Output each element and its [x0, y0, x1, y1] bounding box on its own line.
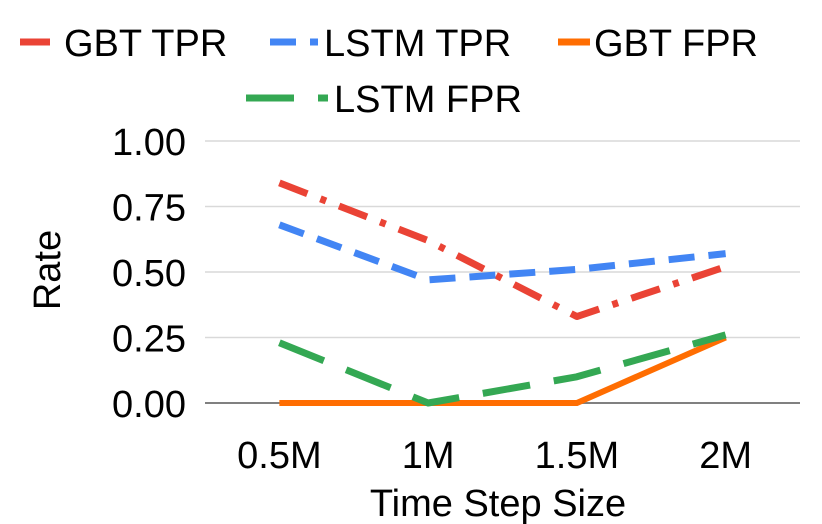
- x-axis-title: Time Step Size: [370, 483, 626, 524]
- legend-label-lstm-tpr: LSTM TPR: [324, 23, 511, 65]
- series-line-gbt-tpr: [278, 179, 727, 321]
- legend: GBT TPR LSTM TPR GBT FPR LSTM FPR: [20, 23, 758, 121]
- y-tick-label: 0.00: [112, 384, 186, 426]
- legend-label-gbt-fpr: GBT FPR: [594, 23, 758, 65]
- x-axis-ticks: 0.5M 1M 1.5M 2M: [237, 435, 752, 477]
- series-line-lstm-tpr: [278, 221, 726, 284]
- series-lines: [278, 179, 727, 407]
- legend-item-gbt-fpr: GBT FPR: [558, 23, 758, 65]
- x-tick-label: 0.5M: [237, 435, 321, 477]
- y-axis-title: Rate: [27, 230, 69, 310]
- x-tick-label: 2M: [699, 435, 752, 477]
- y-tick-label: 1.00: [112, 122, 186, 164]
- y-tick-label: 0.50: [112, 253, 186, 295]
- x-tick-label: 1.5M: [535, 435, 619, 477]
- legend-label-gbt-tpr: GBT TPR: [64, 23, 227, 65]
- x-tick-label: 1M: [402, 435, 455, 477]
- series-line-lstm-fpr: [278, 331, 727, 407]
- legend-label-lstm-fpr: LSTM FPR: [334, 79, 522, 121]
- y-tick-label: 0.25: [112, 319, 186, 361]
- series-line-gbt-fpr: [279, 334, 727, 406]
- legend-item-lstm-tpr: LSTM TPR: [270, 23, 511, 65]
- y-axis-ticks: 0.00 0.25 0.50 0.75 1.00: [112, 122, 186, 426]
- legend-item-lstm-fpr: LSTM FPR: [246, 79, 522, 121]
- legend-item-gbt-tpr: GBT TPR: [20, 23, 227, 65]
- y-tick-label: 0.75: [112, 188, 186, 230]
